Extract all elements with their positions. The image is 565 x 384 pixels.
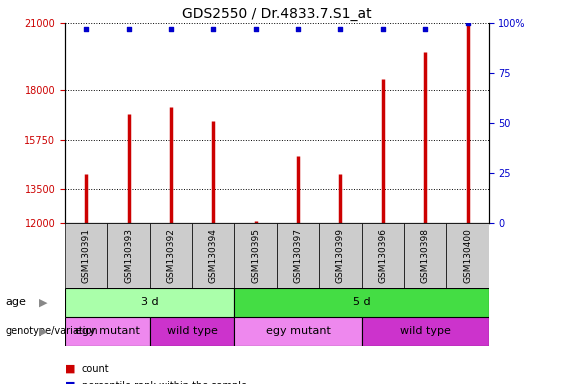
- Text: genotype/variation: genotype/variation: [6, 326, 98, 336]
- Point: [82, 26, 91, 32]
- Title: GDS2550 / Dr.4833.7.S1_at: GDS2550 / Dr.4833.7.S1_at: [182, 7, 372, 21]
- Text: ▶: ▶: [38, 297, 47, 308]
- Bar: [65, 288, 234, 317]
- Bar: [192, 223, 234, 288]
- Bar: [362, 317, 489, 346]
- Text: 5 d: 5 d: [353, 297, 371, 308]
- Bar: [234, 223, 277, 288]
- Bar: [319, 223, 362, 288]
- Point: [463, 20, 472, 26]
- Text: 3 d: 3 d: [141, 297, 159, 308]
- Text: percentile rank within the sample: percentile rank within the sample: [82, 381, 247, 384]
- Text: GSM130397: GSM130397: [294, 228, 302, 283]
- Bar: [277, 223, 319, 288]
- Bar: [362, 223, 404, 288]
- Bar: [107, 223, 150, 288]
- Text: ■: ■: [65, 381, 76, 384]
- Point: [124, 26, 133, 32]
- Point: [336, 26, 345, 32]
- Bar: [65, 223, 107, 288]
- Text: GSM130396: GSM130396: [379, 228, 387, 283]
- Text: ▶: ▶: [38, 326, 47, 336]
- Text: wild type: wild type: [399, 326, 451, 336]
- Bar: [446, 223, 489, 288]
- Text: count: count: [82, 364, 110, 374]
- Bar: [150, 223, 192, 288]
- Bar: [150, 317, 234, 346]
- Text: GSM130395: GSM130395: [251, 228, 260, 283]
- Bar: [234, 288, 489, 317]
- Text: GSM130394: GSM130394: [209, 228, 218, 283]
- Text: GSM130398: GSM130398: [421, 228, 429, 283]
- Point: [251, 26, 260, 32]
- Text: GSM130393: GSM130393: [124, 228, 133, 283]
- Point: [209, 26, 218, 32]
- Point: [379, 26, 388, 32]
- Point: [294, 26, 303, 32]
- Bar: [234, 317, 362, 346]
- Text: egy mutant: egy mutant: [266, 326, 331, 336]
- Text: GSM130399: GSM130399: [336, 228, 345, 283]
- Point: [420, 26, 430, 32]
- Text: GSM130392: GSM130392: [167, 228, 175, 283]
- Point: [167, 26, 176, 32]
- Text: ■: ■: [65, 364, 76, 374]
- Text: egy mutant: egy mutant: [75, 326, 140, 336]
- Text: wild type: wild type: [167, 326, 218, 336]
- Text: GSM130400: GSM130400: [463, 228, 472, 283]
- Text: GSM130391: GSM130391: [82, 228, 90, 283]
- Text: age: age: [6, 297, 27, 308]
- Bar: [404, 223, 446, 288]
- Bar: [65, 317, 150, 346]
